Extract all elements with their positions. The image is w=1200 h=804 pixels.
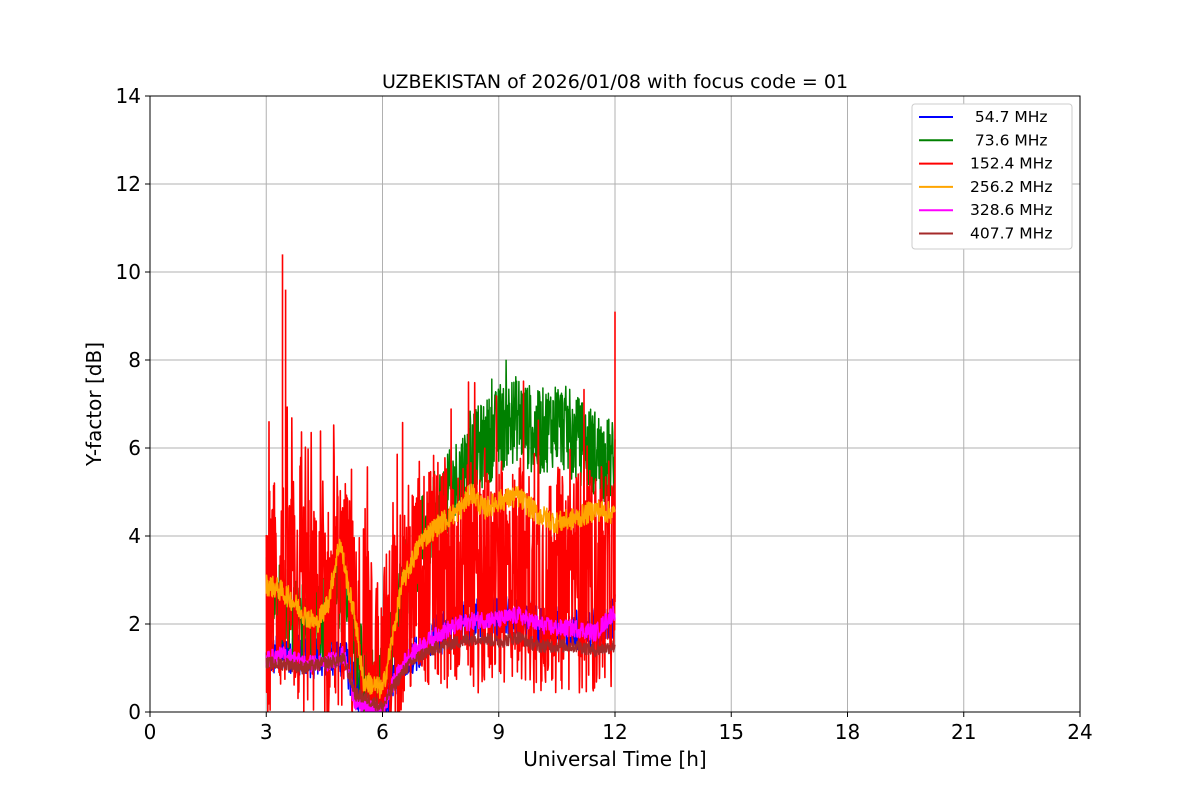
legend-label: 73.6 MHz (970, 131, 1048, 149)
y-tick-label: 8 (128, 348, 141, 372)
legend: 54.7 MHz 73.6 MHz 152.4 MHz 256.2 MHz 328.6… (911, 103, 1073, 250)
y-axis-label: Y-factor [dB] (82, 342, 106, 467)
y-tick-label: 6 (128, 436, 141, 460)
x-tick-label: 0 (144, 720, 157, 744)
series-line-407-7-mhz (265, 631, 616, 712)
y-tick-label: 2 (128, 612, 141, 636)
x-tick-label: 9 (492, 720, 505, 744)
x-tick-label: 18 (835, 720, 860, 744)
y-tick-label: 14 (116, 84, 141, 108)
x-tick-label: 21 (951, 720, 976, 744)
x-tick-label: 6 (376, 720, 389, 744)
y-tick-label: 4 (128, 524, 141, 548)
x-tick-label: 12 (602, 720, 627, 744)
y-tick-label: 0 (128, 700, 141, 724)
y-tick-label: 10 (116, 260, 141, 284)
x-axis-label: Universal Time [h] (523, 747, 706, 771)
x-tick-label: 24 (1067, 720, 1092, 744)
legend-label: 256.2 MHz (970, 178, 1052, 196)
series-layer (265, 254, 616, 712)
x-tick-label: 15 (719, 720, 744, 744)
legend-label: 54.7 MHz (970, 108, 1048, 126)
series-line-152-4-mhz (265, 254, 616, 712)
series-line-256-2-mhz (265, 483, 616, 699)
x-tick-label: 3 (260, 720, 273, 744)
legend-label: 328.6 MHz (970, 201, 1052, 219)
legend-label: 407.7 MHz (970, 225, 1052, 243)
chart-title: UZBEKISTAN of 2026/01/08 with focus code… (382, 71, 848, 93)
legend-label: 152.4 MHz (970, 155, 1052, 173)
y-tick-label: 12 (116, 172, 141, 196)
